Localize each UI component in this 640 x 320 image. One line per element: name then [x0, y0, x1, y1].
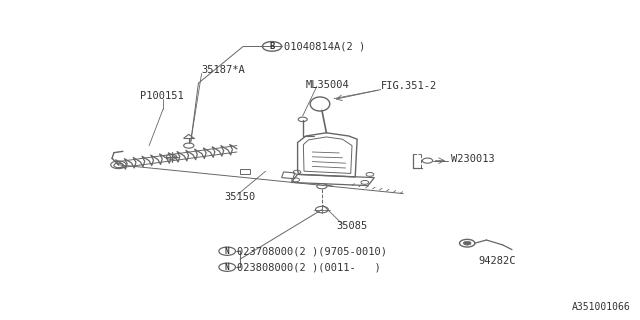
- Text: 023708000(2 )(9705-0010): 023708000(2 )(9705-0010): [237, 246, 387, 256]
- Text: 023808000(2 )(0011-   ): 023808000(2 )(0011- ): [237, 262, 381, 272]
- Text: FIG.351-2: FIG.351-2: [381, 81, 437, 92]
- Text: W230013: W230013: [451, 154, 495, 164]
- Text: 94282C: 94282C: [479, 256, 516, 266]
- Text: B: B: [269, 42, 275, 51]
- Text: A351001066: A351001066: [572, 302, 630, 312]
- Text: N: N: [225, 263, 230, 272]
- Bar: [282, 172, 295, 179]
- Circle shape: [463, 241, 471, 245]
- Text: ML35004: ML35004: [306, 80, 349, 90]
- Text: N: N: [225, 247, 230, 256]
- Text: P100151: P100151: [140, 91, 183, 101]
- Text: 35187*A: 35187*A: [202, 65, 245, 76]
- Text: 35085: 35085: [336, 220, 367, 231]
- Text: 35150: 35150: [224, 192, 255, 202]
- Text: 01040814A(2 ): 01040814A(2 ): [284, 41, 365, 52]
- Bar: [240, 169, 250, 174]
